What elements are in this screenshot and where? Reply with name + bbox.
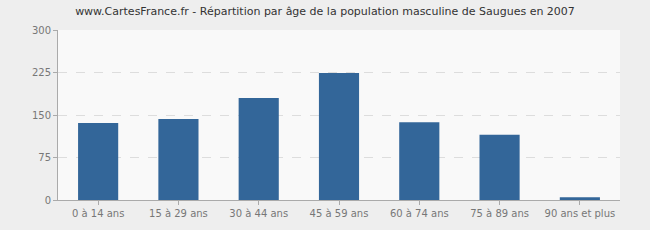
svg-text:0: 0 [45, 195, 51, 206]
svg-text:225: 225 [32, 67, 51, 78]
svg-text:75 à 89 ans: 75 à 89 ans [470, 208, 529, 219]
svg-text:15 à 29 ans: 15 à 29 ans [149, 208, 208, 219]
svg-text:www.CartesFrance.fr - Répartit: www.CartesFrance.fr - Répartition par âg… [75, 5, 575, 18]
svg-text:90 ans et plus: 90 ans et plus [545, 208, 616, 219]
svg-text:30 à 44 ans: 30 à 44 ans [229, 208, 288, 219]
svg-text:300: 300 [32, 25, 51, 36]
svg-text:150: 150 [32, 110, 51, 121]
svg-text:45 à 59 ans: 45 à 59 ans [310, 208, 369, 219]
svg-text:75: 75 [38, 152, 51, 163]
svg-text:60 à 74 ans: 60 à 74 ans [390, 208, 449, 219]
svg-text:0 à 14 ans: 0 à 14 ans [72, 208, 124, 219]
